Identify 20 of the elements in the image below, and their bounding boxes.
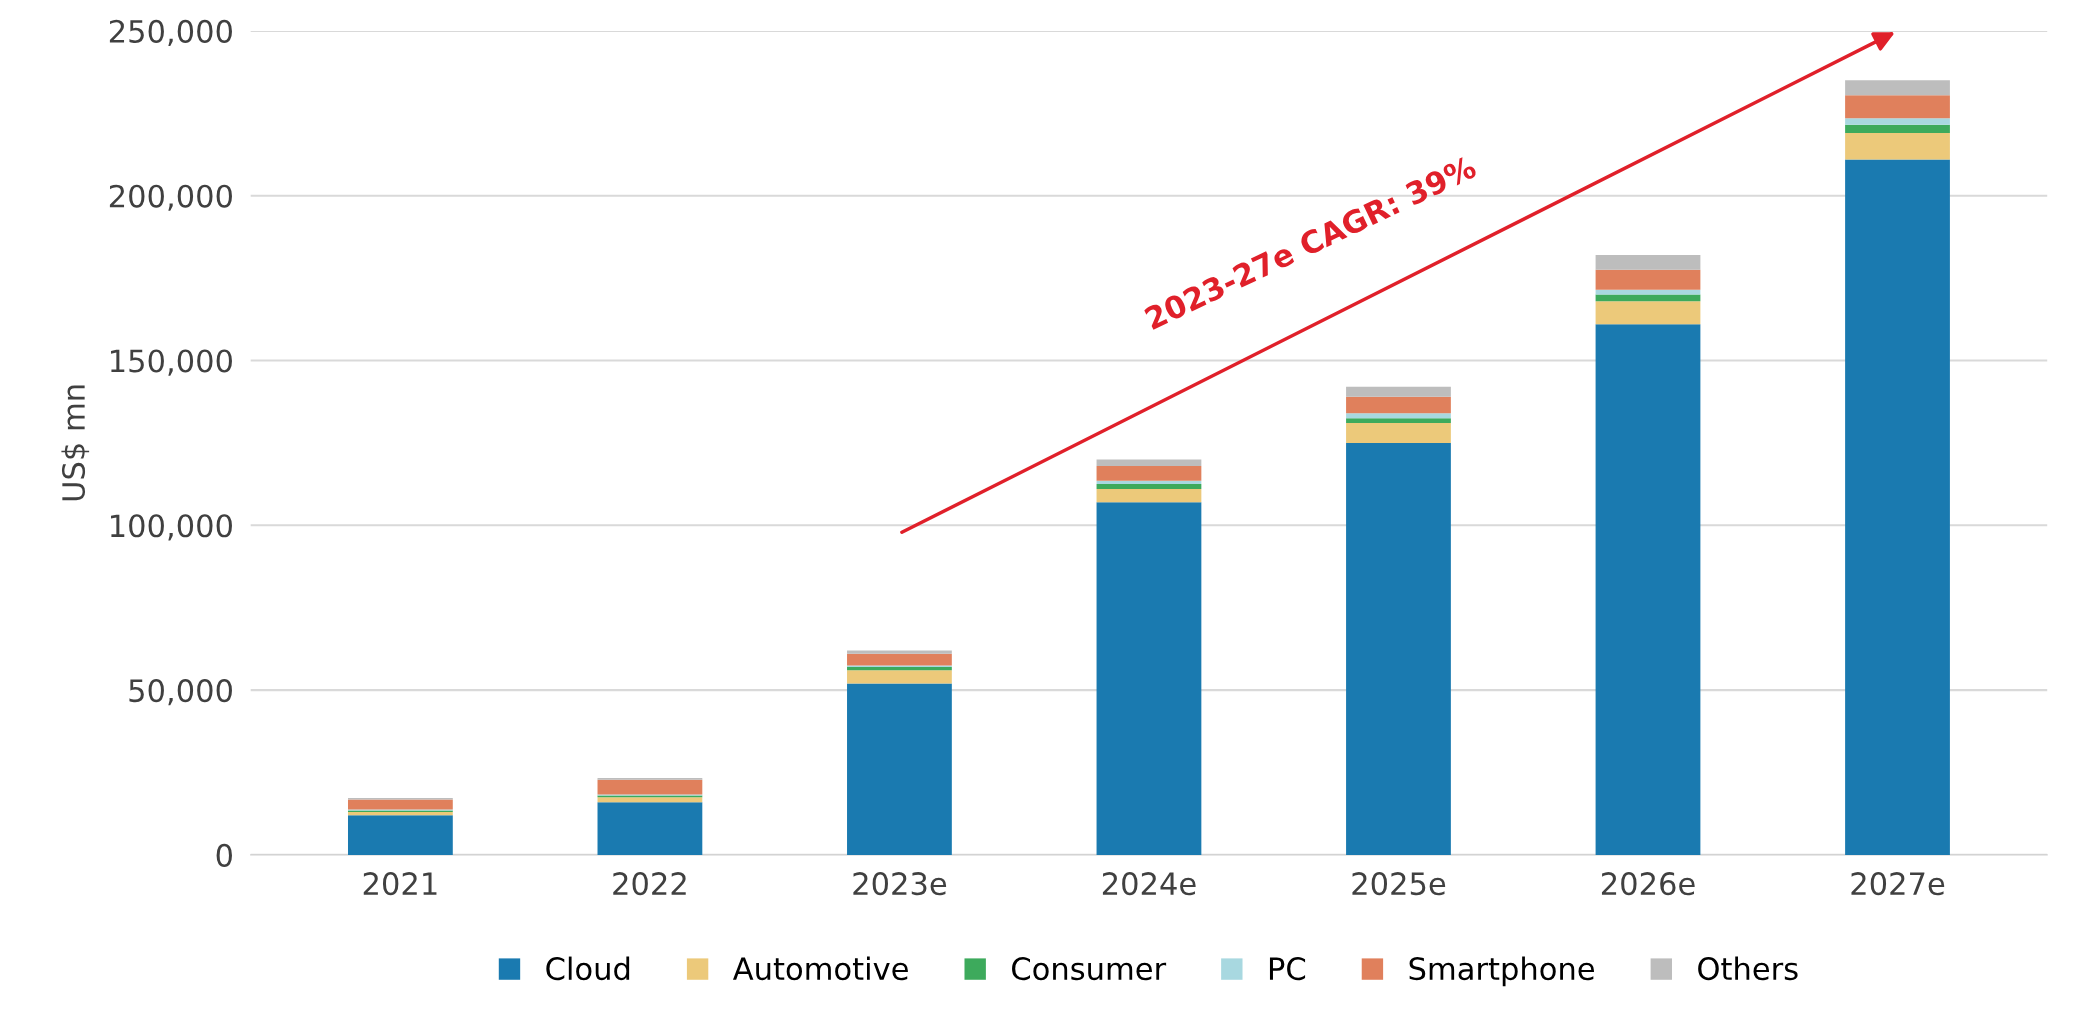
- legend-label: Smartphone: [1409, 956, 1594, 987]
- y-tick-label: 0: [216, 843, 232, 867]
- x-tick-label: 2024e: [1102, 872, 1196, 896]
- x-tick-label: 2027e: [1851, 872, 1945, 896]
- x-tick-label: 2025e: [1352, 872, 1446, 896]
- y-tick-label: 200,000: [109, 184, 232, 211]
- legend-label: Consumer: [1012, 957, 1167, 981]
- x-tick-label: 2023e: [853, 872, 947, 896]
- y-tick-label: 50,000: [129, 679, 232, 706]
- legend-label: Others: [1698, 956, 1798, 981]
- legend-label: Cloud: [546, 956, 630, 981]
- legend-label: PC: [1269, 957, 1306, 981]
- x-tick-label: 2022: [613, 872, 686, 896]
- x-tick-label: 2021: [363, 872, 437, 896]
- x-tick-label: 2026e: [1601, 872, 1695, 896]
- legend-label: Automotive: [732, 956, 908, 981]
- y-tick-label: 150,000: [111, 349, 232, 376]
- y-tick-label: 250,000: [109, 19, 232, 47]
- y-tick-label: 100,000: [111, 514, 232, 541]
- y-axis-title: US$ mn: [61, 385, 90, 501]
